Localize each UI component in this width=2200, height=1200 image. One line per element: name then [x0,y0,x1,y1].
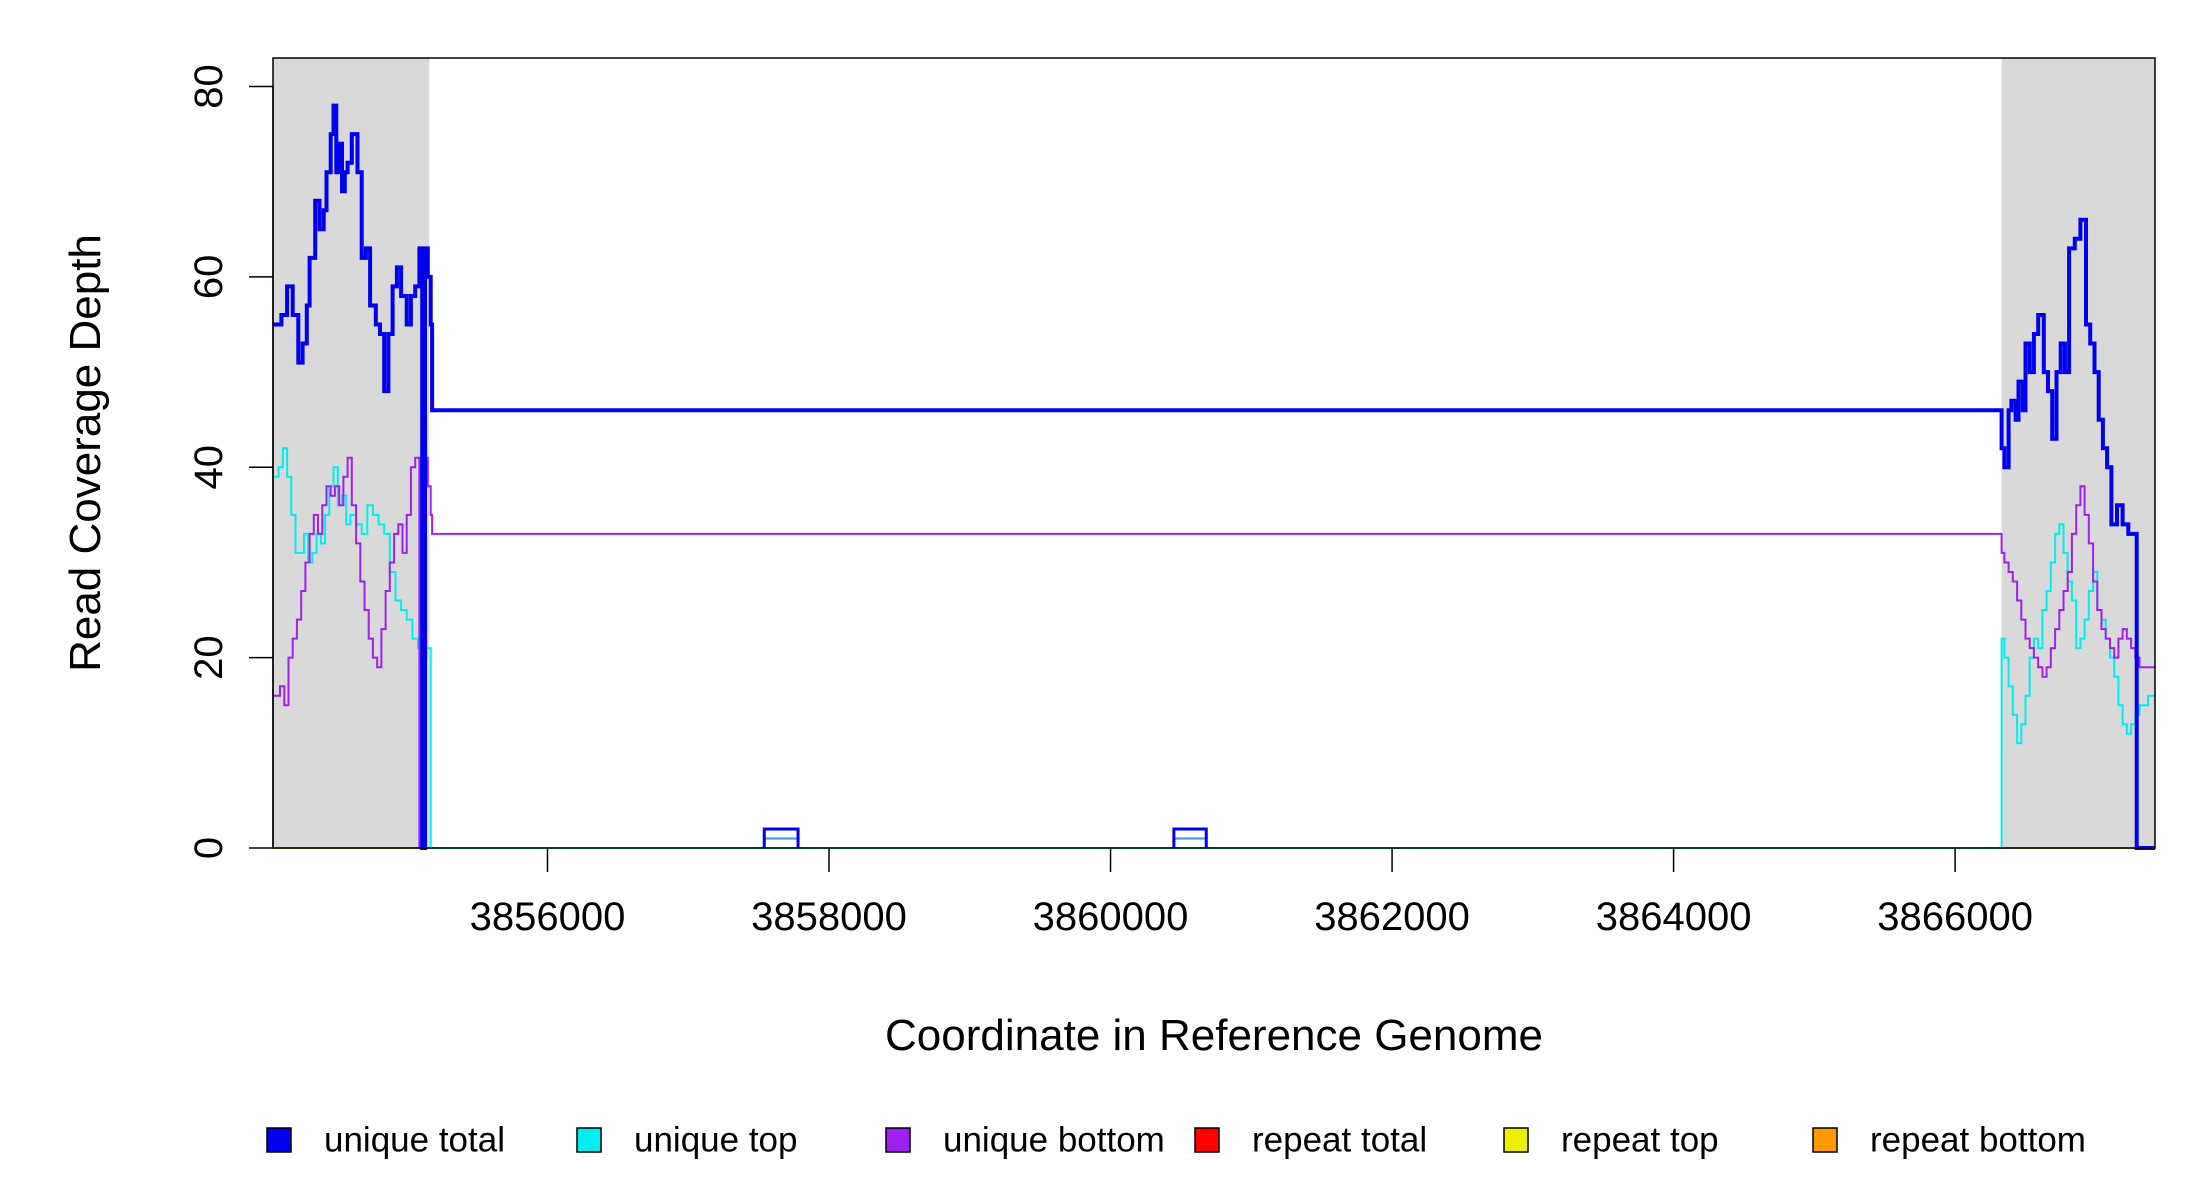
legend-label-unique-top: unique top [634,1121,797,1160]
legend-label-repeat-top: repeat top [1561,1121,1719,1160]
series-line-unique-total [273,103,2155,850]
legend-label-unique-bottom: unique bottom [943,1121,1165,1160]
x-tick-label: 3864000 [1596,895,1752,939]
y-tick-label: 20 [187,635,231,680]
x-tick-label: 3856000 [470,895,626,939]
blip-bottom-1 [763,837,800,848]
x-tick-label: 3858000 [751,895,907,939]
blip-total-2 [1172,827,1208,848]
shaded-regions [273,58,2155,848]
blip-total-1 [762,827,800,848]
legend-swatch-repeat-top [1503,1127,1529,1153]
x-tick-label: 3862000 [1314,895,1470,939]
x-axis: 3856000 3858000 3860000 3862000 3864000 38660… [470,848,2033,939]
shaded-region-2 [2001,58,2155,848]
legend-label-repeat-total: repeat total [1252,1121,1427,1160]
legend-swatch-unique-total [266,1127,292,1153]
shaded-region-1 [273,58,430,848]
legend-swatch-unique-bottom [885,1127,911,1153]
legend-swatch-repeat-bottom [1812,1127,1838,1153]
y-tick-label: 40 [187,445,231,490]
legend: unique total unique top unique bottom repea… [266,1121,2086,1160]
plot-frame [272,57,2156,849]
x-tick-label: 3860000 [1033,895,1189,939]
legend-label-unique-total: unique total [324,1121,505,1160]
y-axis-label: Read Coverage Depth [61,234,110,672]
x-tick-label: 3866000 [1877,895,2033,939]
y-tick-label: 80 [187,64,231,109]
x-axis-label: Coordinate in Reference Genome [885,1011,1543,1060]
y-tick-label: 0 [187,837,231,859]
series-line-unique-bottom [273,456,2155,849]
blip-top-2 [1173,837,1208,848]
y-axis: 0 20 40 60 80 [187,64,274,859]
legend-swatch-repeat-total [1194,1127,1220,1153]
series-line-unique-top [273,447,2155,849]
blip-bottom-2 [1172,837,1208,848]
series-layer [273,103,2155,850]
legend-swatch-unique-top [576,1127,602,1153]
blip-top-1 [763,837,799,848]
legend-label-repeat-bottom: repeat bottom [1870,1121,2086,1160]
y-tick-label: 60 [187,255,231,300]
